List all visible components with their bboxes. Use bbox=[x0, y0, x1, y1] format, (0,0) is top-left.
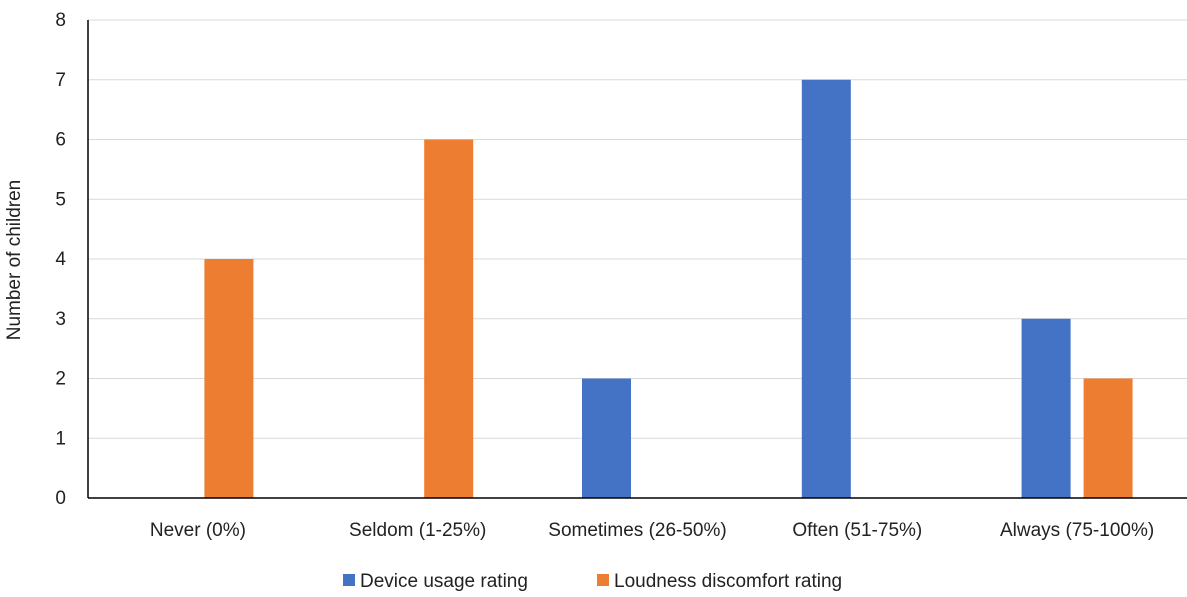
bar bbox=[424, 139, 474, 498]
y-tick-label: 4 bbox=[55, 249, 66, 270]
x-tick-label: Often (51-75%) bbox=[792, 520, 922, 541]
legend-label: Device usage rating bbox=[360, 571, 528, 592]
x-tick-label: Seldom (1-25%) bbox=[349, 520, 486, 541]
x-tick-label: Never (0%) bbox=[150, 520, 246, 541]
y-tick-label: 8 bbox=[55, 10, 66, 31]
bars bbox=[204, 79, 1133, 498]
y-tick-label: 6 bbox=[55, 130, 66, 151]
y-tick-label: 7 bbox=[55, 70, 66, 91]
bar bbox=[1083, 378, 1133, 498]
bar bbox=[582, 378, 631, 498]
bar bbox=[1021, 318, 1071, 498]
bar bbox=[801, 79, 851, 498]
y-tick-label: 3 bbox=[55, 309, 66, 330]
legend: Device usage rating Loudness discomfort r… bbox=[343, 571, 842, 592]
gridlines bbox=[88, 19, 1187, 439]
y-tick-label: 5 bbox=[55, 189, 66, 210]
x-tick-label: Sometimes (26-50%) bbox=[548, 520, 726, 541]
legend-label: Loudness discomfort rating bbox=[614, 571, 842, 592]
axes: 0 1 2 3 4 5 6 7 8 Never (0%) Seldom (1-25%) Sometim… bbox=[55, 10, 1187, 541]
y-tick-label: 2 bbox=[55, 369, 66, 390]
legend-swatch bbox=[597, 574, 609, 586]
legend-swatch bbox=[343, 574, 355, 586]
bar bbox=[204, 259, 254, 498]
y-axis-label: Number of children bbox=[4, 180, 25, 341]
y-tick-label: 1 bbox=[55, 428, 66, 449]
x-tick-label: Always (75-100%) bbox=[1000, 520, 1154, 541]
y-tick-label: 0 bbox=[55, 488, 66, 509]
